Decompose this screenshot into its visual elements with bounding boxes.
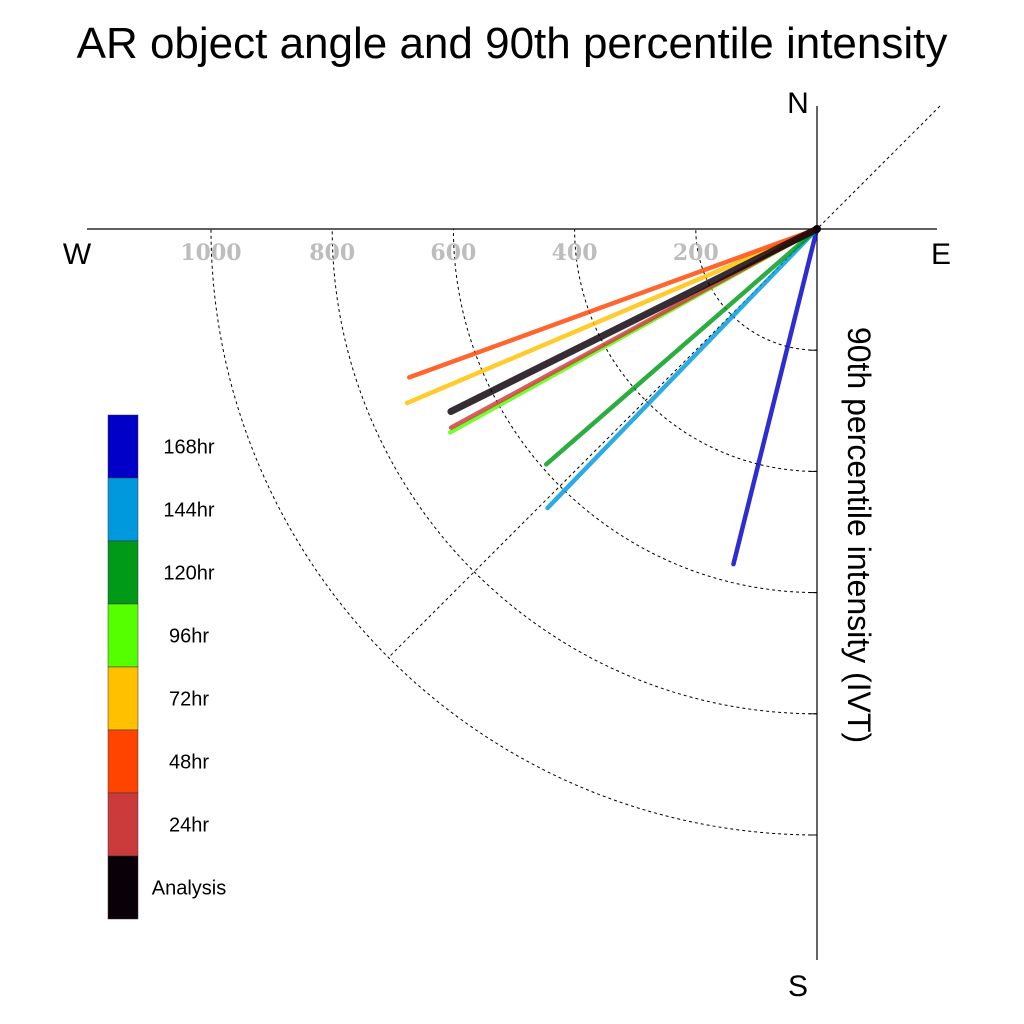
grid-arc-800 <box>331 228 818 715</box>
grid-arc-400 <box>574 228 818 472</box>
compass-east: E <box>931 238 951 271</box>
legend-label-24hr: 24hr <box>169 815 209 837</box>
series-vector-72hr <box>404 226 820 406</box>
radial-tick-label-200: 200 <box>673 240 719 266</box>
radial-tick-labels: 200 400 600 800 1000 <box>180 240 718 266</box>
compass-north: N <box>787 87 809 120</box>
legend-label-144hr: 144hr <box>163 500 214 522</box>
series-vector-48hr <box>407 226 820 380</box>
legend-swatch-24hr <box>107 792 139 857</box>
grid-arc-1000 <box>210 228 818 836</box>
legend-swatch-48hr <box>107 729 139 794</box>
legend-label-120hr: 120hr <box>163 563 214 585</box>
compass-axes <box>87 106 937 960</box>
legend-swatch-96hr <box>107 603 139 668</box>
legend-swatch-168hr <box>107 414 139 479</box>
legend-swatch-120hr <box>107 540 139 605</box>
diagonal-guide <box>388 105 941 658</box>
legend-label-168hr: 168hr <box>163 437 214 459</box>
series-vector-144hr <box>545 226 820 511</box>
chart-title: AR object angle and 90th percentile inte… <box>77 19 948 68</box>
legend: 168hr 144hr 120hr 96hr 72hr 48hr 24hr Analysis <box>107 414 226 920</box>
legend-swatch-72hr <box>107 666 139 731</box>
compass-west: W <box>63 238 92 271</box>
series-vector-168hr <box>731 226 820 567</box>
grid-arc-600 <box>452 228 818 594</box>
series-vector-analysis <box>447 225 821 416</box>
series-vector-120hr <box>543 226 820 467</box>
legend-label-72hr: 72hr <box>169 689 209 711</box>
legend-swatch-analysis <box>107 855 139 920</box>
grid-arc-200 <box>695 228 818 351</box>
legend-label-analysis: Analysis <box>152 878 226 900</box>
radial-axis-label: 90th percentile intensity (IVT) <box>841 327 877 743</box>
radial-tick-label-1000: 1000 <box>180 240 241 266</box>
radial-tick-label-600: 600 <box>430 240 476 266</box>
legend-label-96hr: 96hr <box>169 626 209 648</box>
radial-grid <box>210 105 941 836</box>
compass-south: S <box>788 970 808 1003</box>
series-vectors <box>404 225 821 567</box>
origin-point <box>813 225 821 233</box>
radial-tick-label-400: 400 <box>552 240 598 266</box>
radial-tick-label-800: 800 <box>309 240 355 266</box>
legend-swatch-144hr <box>107 477 139 542</box>
legend-label-48hr: 48hr <box>169 752 209 774</box>
